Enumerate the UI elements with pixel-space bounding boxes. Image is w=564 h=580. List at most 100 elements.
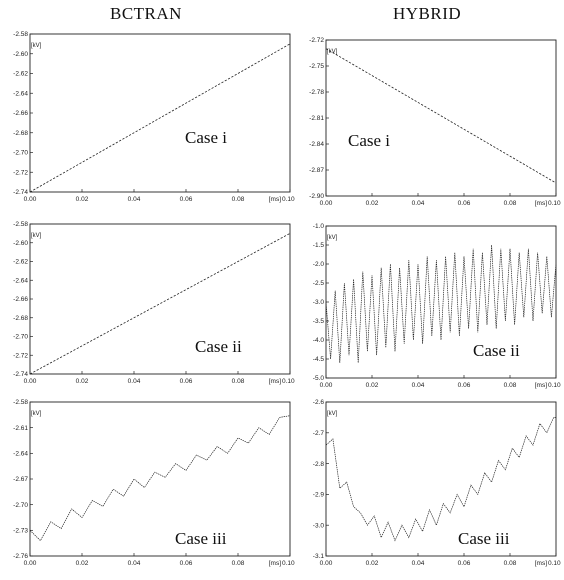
x-tick-label: 0.10 <box>282 196 295 203</box>
chart-bctran-case-ii: -2.58 -2.60 -2.62 -2.64 -2.66 -2.68 -2.70 -2.72… <box>13 221 295 385</box>
y-tick-label: -2.70 <box>13 502 28 509</box>
x-tick-label: 0.02 <box>76 378 89 385</box>
case-annotation: Case ii <box>473 341 520 360</box>
x-axis-unit: [ms] <box>535 382 547 389</box>
x-tick-label: 0.02 <box>76 560 89 567</box>
y-tick-label: -2.67 <box>13 476 28 483</box>
y-tick-label: -2.0 <box>313 261 325 268</box>
x-tick-label: 0.02 <box>366 382 379 389</box>
x-tick-label: 0.06 <box>458 200 471 207</box>
y-tick-label: -2.61 <box>13 425 28 432</box>
x-tick-label: 0.08 <box>232 378 245 385</box>
y-tick-label: -2.7 <box>313 430 325 437</box>
y-tick-label: -3.0 <box>313 299 325 306</box>
y-axis-unit: [kV] <box>31 411 42 417</box>
y-tick-label: -2.62 <box>13 259 28 266</box>
x-tick-label: 0.00 <box>320 560 333 567</box>
x-axis-unit: [ms] <box>269 560 281 567</box>
case-annotation: Case iii <box>175 529 227 548</box>
chart-hybrid-case-i: -2.72 -2.75 -2.78 -2.81 -2.84 -2.87 -2.90 [kV] 0… <box>309 37 561 207</box>
y-tick-label: -2.58 <box>13 221 28 228</box>
y-tick-label: -2.60 <box>13 51 28 58</box>
x-tick-label: 0.10 <box>548 560 561 567</box>
chart-bctran-case-i: -2.58 -2.60 -2.62 -2.64 -2.66 -2.68 -2.70 -2.72… <box>13 31 295 203</box>
y-tick-label: -1.0 <box>313 223 325 230</box>
x-tick-label: 0.06 <box>458 560 471 567</box>
y-tick-label: -2.74 <box>13 189 28 196</box>
x-tick-label: 0.10 <box>548 382 561 389</box>
x-axis-unit: [ms] <box>535 560 547 567</box>
plot-frame <box>325 401 557 557</box>
x-tick-label: 0.04 <box>128 560 141 567</box>
y-tick-label: -5.0 <box>313 375 325 382</box>
y-tick-label: -4.0 <box>313 337 325 344</box>
series-line <box>29 233 291 375</box>
y-tick-label: -1.5 <box>313 242 325 249</box>
x-tick-label: 0.00 <box>24 560 37 567</box>
series-line <box>29 415 291 542</box>
plot-frame <box>29 223 291 375</box>
plot-frame <box>29 33 291 193</box>
y-tick-label: -2.66 <box>13 296 28 303</box>
y-axis-unit: [kV] <box>327 235 338 241</box>
y-tick-label: -2.72 <box>309 37 324 44</box>
x-tick-label: 0.04 <box>412 382 425 389</box>
x-tick-label: 0.06 <box>180 560 193 567</box>
plot-frame <box>325 39 557 197</box>
y-tick-label: -2.70 <box>13 334 28 341</box>
x-tick-label: 0.08 <box>232 560 245 567</box>
plot-frame <box>29 401 291 557</box>
x-tick-label: 0.00 <box>24 378 37 385</box>
case-annotation: Case iii <box>458 529 510 548</box>
x-tick-label: 0.00 <box>320 382 333 389</box>
y-tick-label: -3.5 <box>313 318 325 325</box>
y-tick-label: -2.58 <box>13 399 28 406</box>
x-tick-label: 0.00 <box>320 200 333 207</box>
y-axis-unit: [kV] <box>327 49 338 55</box>
y-tick-label: -2.60 <box>13 240 28 247</box>
x-tick-label: 0.02 <box>366 560 379 567</box>
chart-bctran-case-iii: -2.58 -2.61 -2.64 -2.67 -2.70 -2.73 -2.76 [kV] 0… <box>13 399 295 567</box>
y-tick-label: -2.76 <box>13 553 28 560</box>
plot-frame <box>325 225 557 379</box>
x-tick-label: 0.10 <box>282 560 295 567</box>
column-title-bctran: BCTRAN <box>110 4 182 23</box>
y-tick-label: -2.5 <box>313 280 325 287</box>
y-tick-label: -2.64 <box>13 451 28 458</box>
y-tick-label: -2.68 <box>13 130 28 137</box>
x-tick-label: 0.08 <box>504 382 517 389</box>
series-line <box>325 48 557 184</box>
x-tick-label: 0.04 <box>412 200 425 207</box>
y-tick-label: -2.64 <box>13 277 28 284</box>
y-tick-label: -2.64 <box>13 90 28 97</box>
x-tick-label: 0.04 <box>128 196 141 203</box>
y-tick-label: -2.75 <box>309 63 324 70</box>
y-tick-label: -2.73 <box>13 528 28 535</box>
y-tick-label: -2.87 <box>309 167 324 174</box>
y-tick-label: -2.90 <box>309 193 324 200</box>
y-tick-label: -2.68 <box>13 315 28 322</box>
case-annotation: Case i <box>348 131 390 150</box>
y-tick-label: -2.72 <box>13 169 28 176</box>
y-tick-label: -3.1 <box>313 553 325 560</box>
y-tick-label: -2.6 <box>313 399 325 406</box>
y-tick-label: -2.9 <box>313 492 325 499</box>
x-tick-label: 0.08 <box>504 560 517 567</box>
y-tick-label: -2.66 <box>13 110 28 117</box>
x-tick-label: 0.10 <box>548 200 561 207</box>
x-axis-unit: [ms] <box>269 378 281 385</box>
y-tick-label: -2.74 <box>13 371 28 378</box>
y-axis-unit: [kV] <box>31 233 42 239</box>
x-tick-label: 0.06 <box>458 382 471 389</box>
x-axis-unit: [ms] <box>535 200 547 207</box>
y-tick-label: -2.72 <box>13 352 28 359</box>
chart-hybrid-case-ii: -1.0 -1.5 -2.0 -2.5 -3.0 -3.5 -4.0 -4.5 -5.0 [kV]… <box>313 223 561 389</box>
x-tick-label: 0.10 <box>282 378 295 385</box>
case-annotation: Case ii <box>195 337 242 356</box>
y-axis-unit: [kV] <box>31 43 42 49</box>
x-tick-label: 0.02 <box>366 200 379 207</box>
series-line <box>29 43 291 193</box>
x-tick-label: 0.02 <box>76 196 89 203</box>
y-axis-unit: [kV] <box>327 411 338 417</box>
y-tick-label: -2.62 <box>13 71 28 78</box>
